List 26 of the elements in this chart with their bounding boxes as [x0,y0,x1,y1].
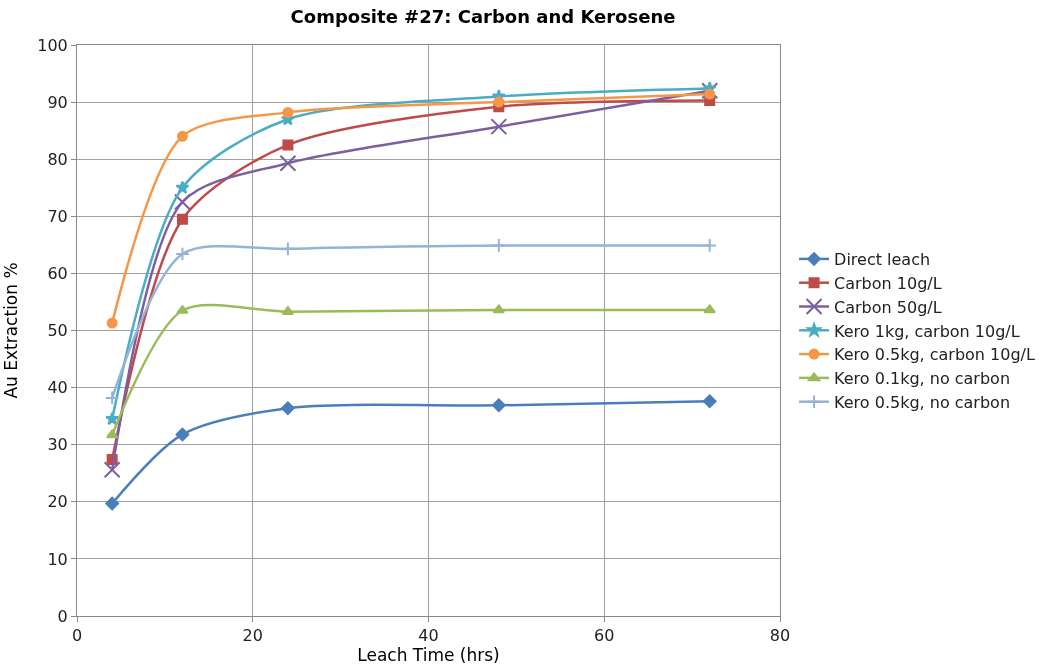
x-axis-title: Leach Time (hrs) [357,645,500,666]
y-tick-label: 90 [47,92,68,112]
legend-label: Carbon 50g/L [834,297,942,317]
y-tick-label: 100 [37,35,68,55]
y-tick-label: 0 [57,606,68,626]
legend-label: Kero 1kg, carbon 10g/L [834,321,1020,341]
y-tick-label: 30 [47,435,68,455]
x-tick-label: 80 [769,626,791,646]
legend-label: Direct leach [834,250,931,270]
y-axis-title: Au Extraction % [0,262,21,399]
chart-title: Composite #27: Carbon and Kerosene [290,5,676,27]
y-tick-label: 70 [47,206,68,226]
y-tick-label: 50 [47,321,68,341]
legend-label: Carbon 10g/L [834,273,942,293]
legend-label: Kero 0.1kg, no carbon [834,369,1011,389]
x-tick-label: 40 [418,626,439,646]
legend-label: Kero 0.5kg, no carbon [834,392,1011,412]
y-tick-label: 80 [47,149,68,169]
x-tick-label: 0 [71,626,83,646]
legend-label: Kero 0.5kg, carbon 10g/L [834,345,1035,365]
x-tick-label: 60 [594,626,615,646]
x-tick-label: 20 [242,626,263,646]
y-tick-label: 20 [47,492,68,512]
y-tick-label: 10 [47,549,68,569]
y-tick-label: 60 [47,264,68,283]
y-tick-label: 40 [47,378,68,398]
